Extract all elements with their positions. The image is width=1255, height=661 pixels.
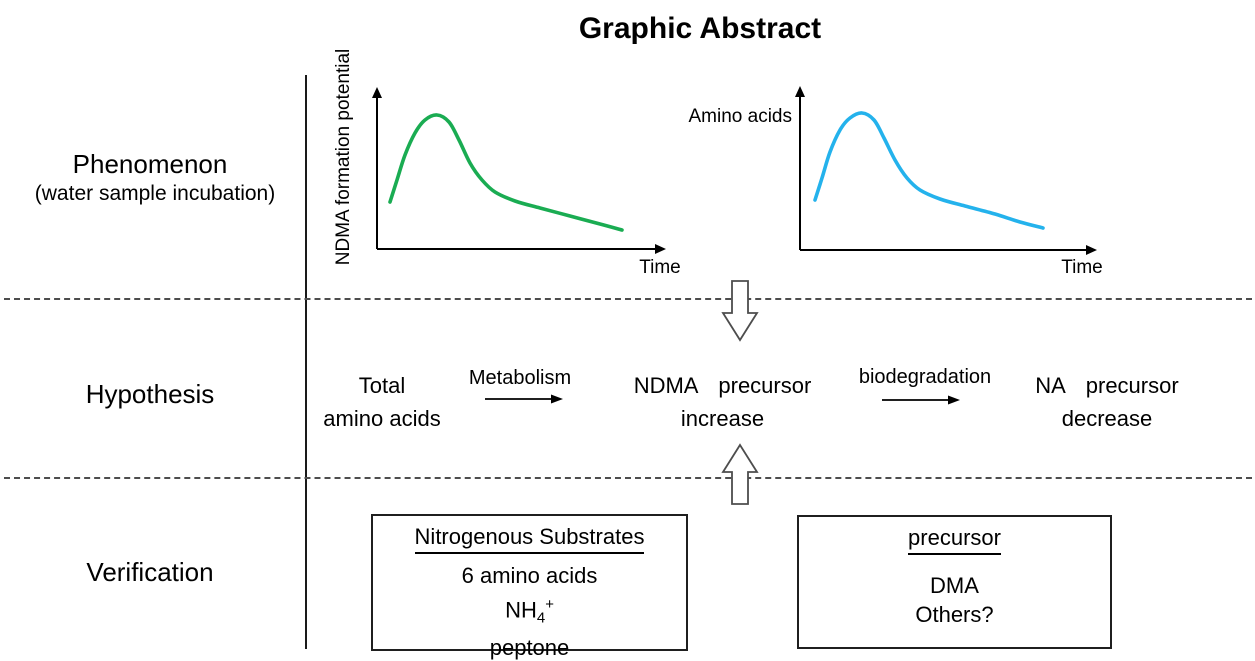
node-text-line: NDMA precursor <box>633 373 812 398</box>
biodegradation-arrow-label: biodegradation <box>858 366 992 388</box>
dashed-divider-top <box>4 298 1252 300</box>
right-chart-y-axis-arrowhead-icon <box>795 86 805 97</box>
hypothesis-node-total-amino-acids: Total amino acids <box>308 369 456 435</box>
right-chart-x-axis-arrowhead-icon <box>1086 245 1097 255</box>
biodegradation-arrow-icon <box>882 395 960 405</box>
dashed-divider-bottom <box>4 477 1252 479</box>
page-title: Graphic Abstract <box>578 12 822 45</box>
metabolism-arrow-icon <box>485 394 563 404</box>
block-arrow-down-icon <box>721 280 759 342</box>
node-text-line: Total <box>358 373 406 398</box>
node-text-line: increase <box>680 406 765 431</box>
verification-box-title: precursor <box>908 525 1001 555</box>
node-text-line: NA precursor <box>1035 373 1179 398</box>
verification-box-items: DMA Others? <box>799 571 1110 629</box>
right-chart-x-axis-label: Time <box>1061 257 1103 278</box>
box-item: Others? <box>915 602 994 627</box>
right-chart <box>795 86 1097 255</box>
left-chart-x-axis-arrowhead-icon <box>655 244 666 254</box>
amino-acids-curve <box>813 111 1045 230</box>
verification-box-nitrogenous-substrates: Nitrogenous Substrates 6 amino acids NH4+… <box>371 514 688 660</box>
box-item: 6 amino acids <box>461 563 598 588</box>
left-chart-y-axis-label: NDMA formation potential <box>333 48 354 266</box>
box-item: DMA <box>930 573 979 598</box>
ndma-curve <box>388 113 624 232</box>
left-chart-y-axis-arrowhead-icon <box>372 87 382 98</box>
verification-box-precursor: precursor DMA Others? <box>797 515 1112 649</box>
verification-box-title: Nitrogenous Substrates <box>414 524 645 554</box>
verification-box-items: 6 amino acids NH4+ peptone <box>373 561 686 661</box>
node-text-line: amino acids <box>323 406 441 431</box>
metabolism-arrow-label: Metabolism <box>468 367 572 389</box>
row-sublabel-phenomenon: (water sample incubation) <box>34 182 276 205</box>
left-chart-x-axis-label: Time <box>639 257 681 278</box>
row-label-verification: Verification <box>86 557 214 587</box>
block-arrow-up-icon <box>721 443 759 505</box>
box-item: peptone <box>489 634 570 660</box>
box-item: NH4+ <box>505 596 554 627</box>
hypothesis-node-na-precursor: NA precursor decrease <box>1012 369 1202 435</box>
node-text-line: decrease <box>1061 406 1153 431</box>
row-label-phenomenon: Phenomenon <box>72 149 228 179</box>
right-chart-y-axis-label: Amino acids <box>688 106 793 127</box>
row-label-hypothesis: Hypothesis <box>85 379 215 409</box>
vertical-divider-line <box>305 75 307 649</box>
hypothesis-node-ndma-precursor: NDMA precursor increase <box>615 369 830 435</box>
left-chart <box>372 87 666 254</box>
